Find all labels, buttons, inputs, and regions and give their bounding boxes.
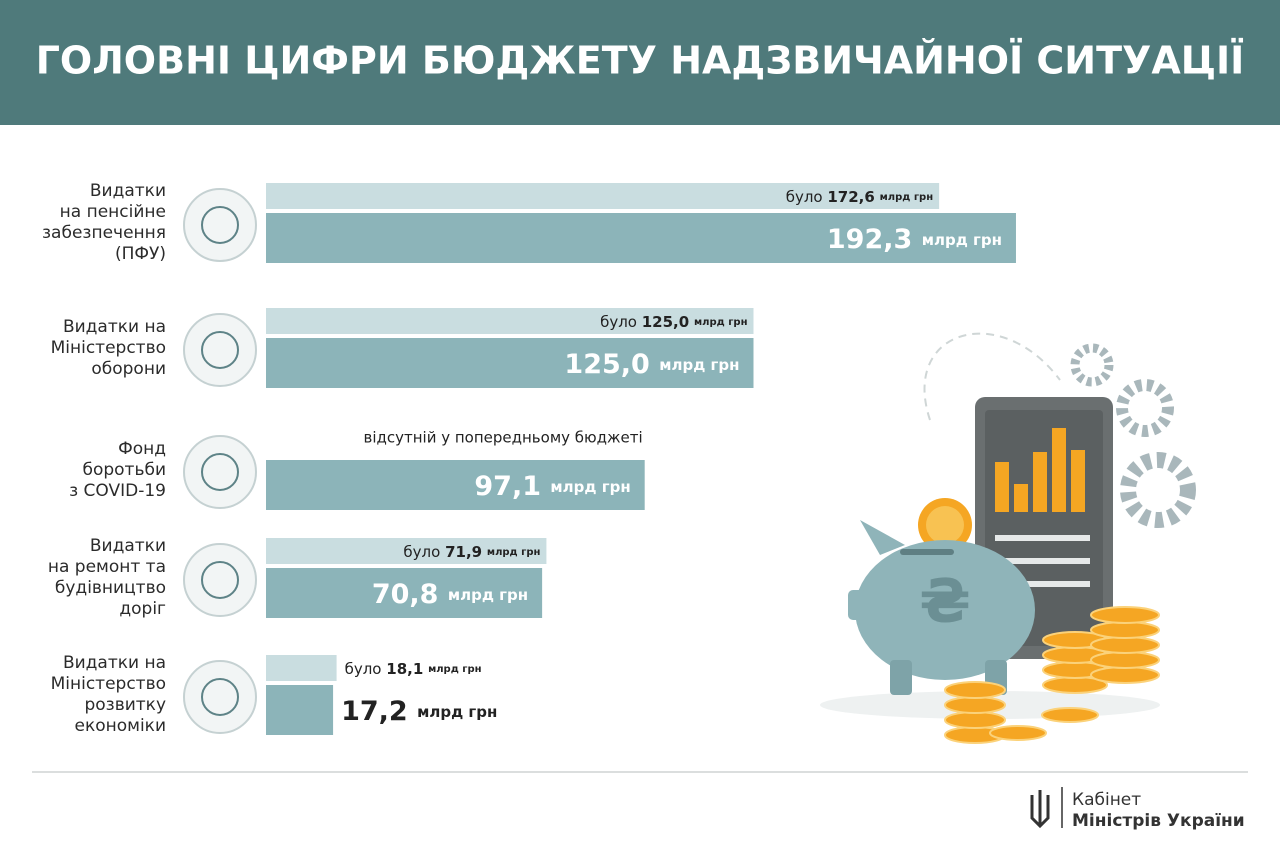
current-label: 17,2 млрд грн: [341, 696, 497, 727]
previous-unit: млрд грн: [487, 547, 541, 558]
logo: [1030, 790, 1050, 829]
category-icon-inner: [201, 453, 239, 491]
previous-label: було 71,9 млрд грн: [403, 543, 540, 561]
current-label: 97,1 млрд грн: [474, 471, 630, 502]
previous-bar: [266, 538, 547, 564]
category-label: Фонд боротьби з COVID-19: [69, 438, 166, 501]
current-unit: млрд грн: [659, 356, 739, 374]
category-label: Видатки на Міністерство оборони: [50, 316, 166, 379]
category-icon-inner: [201, 561, 239, 599]
previous-label: було 172,6 млрд грн: [786, 188, 934, 206]
chart-title: ГОЛОВНІ ЦИФРИ БЮДЖЕТУ НАДЗВИЧАЙНОЇ СИТУА…: [36, 39, 1245, 83]
previous-label: було 18,1 млрд грн: [345, 660, 482, 678]
current-unit: млрд грн: [922, 231, 1002, 249]
previous-bar: [266, 655, 337, 681]
current-value: 70,8: [372, 579, 439, 610]
category-label: Видатки на пенсійне забезпечення (ПФУ): [42, 181, 166, 264]
current-unit: млрд грн: [448, 586, 528, 604]
previous-prefix: було: [786, 188, 823, 206]
previous-value: 18,1: [386, 660, 423, 678]
footer-line1: Кабінет: [1072, 790, 1141, 810]
category-icon: [183, 435, 257, 509]
category-icon: [183, 543, 257, 617]
previous-value: 172,6: [827, 188, 874, 206]
previous-unit: млрд грн: [428, 664, 482, 675]
previous-value: 71,9: [445, 543, 482, 561]
previous-label: було 125,0 млрд грн: [600, 313, 748, 331]
missing-note: відсутній у попередньому бюджеті: [363, 429, 642, 447]
previous-unit: млрд грн: [694, 317, 748, 328]
current-label: 70,8 млрд грн: [372, 579, 528, 610]
current-label: 125,0 млрд грн: [564, 349, 739, 380]
current-bar: [266, 460, 645, 510]
category-icon: [183, 660, 257, 734]
current-value: 125,0: [564, 349, 649, 380]
category-icon-inner: [201, 206, 239, 244]
header-band: [0, 0, 1280, 125]
previous-bar: [266, 183, 940, 209]
previous-unit: млрд грн: [880, 192, 934, 203]
previous-prefix: було: [403, 543, 440, 561]
current-bar: [266, 685, 334, 735]
current-value: 17,2: [341, 696, 408, 727]
category-icon-inner: [201, 331, 239, 369]
previous-prefix: було: [600, 313, 637, 331]
svg-text:₴: ₴: [919, 567, 971, 637]
current-unit: млрд грн: [550, 478, 630, 496]
category-label: Видатки на Міністерство розвитку економі…: [50, 653, 166, 736]
current-value: 97,1: [474, 471, 541, 502]
category-icon-inner: [201, 678, 239, 716]
current-bar: [266, 568, 543, 618]
previous-bar: [266, 308, 754, 334]
current-bar: [266, 338, 754, 388]
current-label: 192,3 млрд грн: [827, 224, 1002, 255]
previous-value: 125,0: [642, 313, 689, 331]
category-icon: [183, 313, 257, 387]
category-icon: [183, 188, 257, 262]
illustration: ₴: [820, 332, 1196, 744]
category-label: Видатки на ремонт та будівництво доріг: [47, 536, 166, 619]
footer-line2: Міністрів України: [1072, 811, 1245, 831]
current-bar: [266, 213, 1016, 263]
current-unit: млрд грн: [417, 703, 497, 721]
current-value: 192,3: [827, 224, 912, 255]
previous-prefix: було: [345, 660, 382, 678]
